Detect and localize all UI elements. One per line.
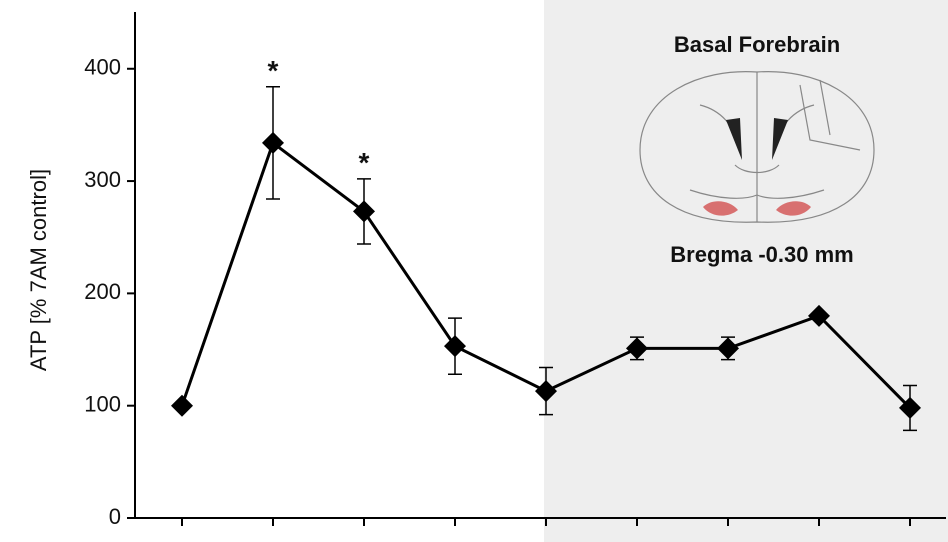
marker <box>353 200 375 222</box>
y-tick-label: 200 <box>84 279 121 304</box>
y-tick-label: 300 <box>84 167 121 192</box>
y-tick-label: 400 <box>84 55 121 80</box>
y-axis-label: ATP [% 7AM control] <box>26 169 51 371</box>
inset-title: Basal Forebrain <box>674 32 840 57</box>
marker <box>171 395 193 417</box>
inset-caption: Bregma -0.30 mm <box>670 242 853 267</box>
y-tick-label: 100 <box>84 392 121 417</box>
y-tick-label: 0 <box>109 504 121 529</box>
annotation: * <box>359 147 370 178</box>
marker <box>444 335 466 357</box>
shaded-region <box>544 0 948 542</box>
page: {"chart_data": {"type": "line", "y_label… <box>0 0 948 542</box>
marker <box>262 132 284 154</box>
annotation: * <box>268 55 279 86</box>
chart: Basal Forebrain Bregma -0.30 mm ATP [% 7… <box>0 0 948 542</box>
